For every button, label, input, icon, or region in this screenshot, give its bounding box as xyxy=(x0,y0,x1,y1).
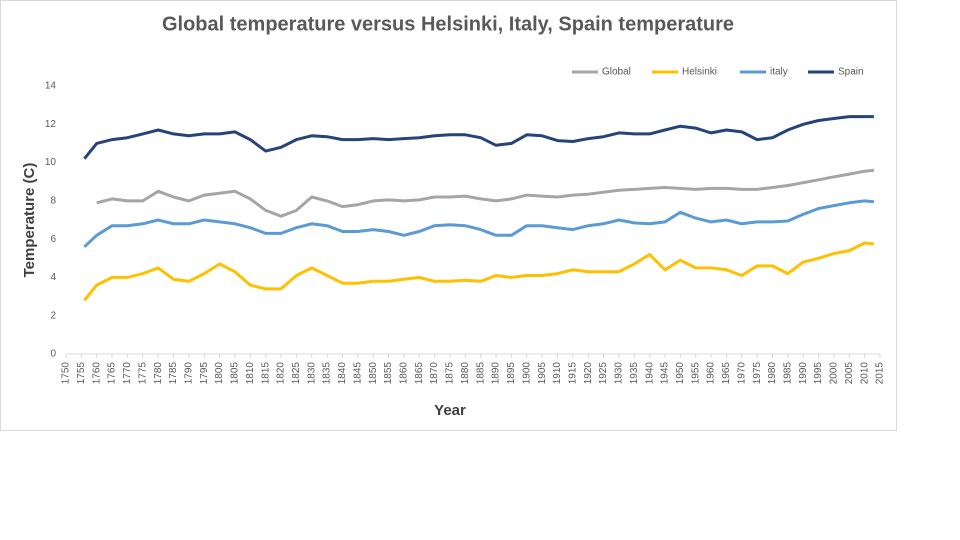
y-tick-label: 8 xyxy=(50,195,56,206)
legend-label: Helsinki xyxy=(682,67,717,78)
y-tick-label: 0 xyxy=(50,349,56,360)
x-tick-label: 1985 xyxy=(782,362,793,385)
x-tick-label: 1895 xyxy=(506,362,517,385)
x-tick-label: 1965 xyxy=(721,362,732,385)
x-tick-label: 1910 xyxy=(552,362,563,385)
series-line xyxy=(83,199,875,248)
x-tick-label: 1800 xyxy=(214,362,225,385)
x-tick-label: 2015 xyxy=(875,362,886,385)
x-tick-label: 1815 xyxy=(260,362,271,385)
x-tick-label: 1940 xyxy=(644,362,655,385)
x-tick-label: 1890 xyxy=(491,362,502,385)
x-tick-label: 1960 xyxy=(706,362,717,385)
y-tick-label: 14 xyxy=(45,81,57,92)
x-tick-label: 1840 xyxy=(337,362,348,385)
x-tick-label: 1790 xyxy=(184,362,195,385)
x-tick-label: 1810 xyxy=(245,362,256,385)
x-tick-label: 1860 xyxy=(399,362,410,385)
x-tick-label: 1870 xyxy=(429,362,440,385)
legend-label: Global xyxy=(602,67,631,78)
x-tick-label: 1970 xyxy=(736,362,747,385)
y-tick-label: 6 xyxy=(50,234,56,245)
x-tick-label: 1805 xyxy=(230,362,241,385)
x-tick-label: 1865 xyxy=(414,362,425,385)
x-tick-label: 1845 xyxy=(352,362,363,385)
x-tick-label: 1920 xyxy=(583,362,594,385)
x-tick-label: 1925 xyxy=(598,362,609,385)
x-tick-label: 1750 xyxy=(61,362,72,385)
x-tick-label: 1875 xyxy=(445,362,456,385)
x-tick-label: 1765 xyxy=(107,362,118,385)
x-tick-label: 1780 xyxy=(153,362,164,385)
x-tick-label: 1935 xyxy=(629,362,640,385)
x-tick-label: 1755 xyxy=(76,362,87,385)
x-axis-title: Year xyxy=(434,402,466,419)
x-tick-label: 1785 xyxy=(168,362,179,385)
x-tick-label: 1945 xyxy=(660,362,671,385)
series-line xyxy=(96,168,875,218)
series-line xyxy=(83,241,875,302)
y-tick-label: 10 xyxy=(45,157,57,168)
x-tick-label: 1855 xyxy=(383,362,394,385)
x-tick-label: 1980 xyxy=(767,362,778,385)
x-tick-label: 1995 xyxy=(813,362,824,385)
x-tick-label: 1950 xyxy=(675,362,686,385)
x-tick-label: 1820 xyxy=(276,362,287,385)
x-tick-label: 1990 xyxy=(798,362,809,385)
legend-label: Spain xyxy=(838,67,864,78)
x-tick-label: 1795 xyxy=(199,362,210,385)
y-tick-label: 4 xyxy=(50,272,56,283)
chart-title: Global temperature versus Helsinki, Ital… xyxy=(162,13,734,35)
x-tick-label: 1775 xyxy=(137,362,148,385)
x-tick-label: 1835 xyxy=(322,362,333,385)
x-tick-label: 1975 xyxy=(752,362,763,385)
series-line xyxy=(83,115,874,160)
x-tick-label: 1885 xyxy=(475,362,486,385)
x-tick-label: 1955 xyxy=(690,362,701,385)
x-tick-label: 1930 xyxy=(614,362,625,385)
x-tick-label: 1825 xyxy=(291,362,302,385)
x-tick-label: 1850 xyxy=(368,362,379,385)
y-tick-label: 12 xyxy=(45,119,57,130)
y-tick-label: 2 xyxy=(50,310,56,321)
legend-label: italy xyxy=(770,67,788,78)
x-tick-label: 1830 xyxy=(306,362,317,385)
x-tick-label: 1880 xyxy=(460,362,471,385)
x-tick-label: 1770 xyxy=(122,362,133,385)
x-tick-label: 2010 xyxy=(859,362,870,385)
y-axis-title: Temperature (C) xyxy=(21,163,38,278)
x-tick-label: 1900 xyxy=(521,362,532,385)
x-tick-label: 1905 xyxy=(537,362,548,385)
x-tick-label: 2005 xyxy=(844,362,855,385)
x-tick-label: 1760 xyxy=(91,362,102,385)
x-tick-label: 2000 xyxy=(829,362,840,385)
x-tick-label: 1915 xyxy=(567,362,578,385)
